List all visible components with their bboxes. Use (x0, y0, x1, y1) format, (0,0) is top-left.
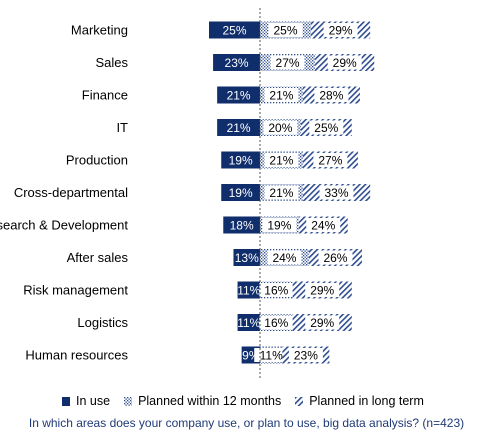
data-label-planned-long-term-human-resources: 23% (294, 349, 318, 363)
data-label-in-use-production: 19% (229, 154, 253, 168)
category-label-sales: Sales (95, 55, 128, 70)
data-label-in-use-search-development: 18% (230, 219, 254, 233)
data-label-bg-planned-12-months-search-development (262, 218, 297, 232)
bar-in-use-after-sales (233, 249, 260, 266)
legend-swatch-planned-long-term (295, 396, 304, 406)
bar-in-use-logistics (237, 314, 260, 331)
legend-item-in-use: In use (62, 394, 110, 408)
data-label-planned-12-months-human-resources: 11% (260, 349, 283, 363)
data-label-bg-planned-long-term-it (309, 120, 344, 135)
category-label-human-resources: Human resources (25, 348, 128, 363)
data-label-planned-long-term-after-sales: 26% (323, 251, 347, 265)
data-label-planned-12-months-sales: 27% (276, 56, 300, 70)
data-label-planned-long-term-search-development: 24% (311, 219, 335, 233)
data-label-bg-planned-long-term-sales (327, 55, 362, 70)
bar-in-use-sales (213, 54, 260, 71)
data-label-planned-long-term-risk-management: 29% (310, 284, 334, 298)
data-label-bg-planned-12-months-logistics (259, 315, 294, 330)
data-label-planned-long-term-logistics: 29% (310, 316, 334, 330)
category-label-it: IT (116, 120, 128, 135)
data-label-bg-planned-12-months-risk-management (259, 283, 294, 297)
data-label-in-use-logistics: 11% (237, 316, 260, 330)
legend-label-planned-12-months: Planned within 12 months (138, 394, 282, 408)
data-label-in-use-marketing: 25% (222, 24, 246, 38)
data-label-planned-long-term-finance: 28% (319, 89, 343, 103)
data-label-in-use-finance: 21% (227, 89, 251, 103)
data-label-planned-long-term-production: 27% (318, 154, 342, 168)
legend-item-planned-12-months: Planned within 12 months (124, 394, 281, 408)
bar-in-use-production (221, 151, 260, 169)
data-label-in-use-cross-departmental: 19% (229, 186, 253, 200)
legend-label-in-use: In use (76, 394, 111, 408)
category-label-cross-departmental: Cross-departmental (14, 185, 128, 200)
data-label-bg-planned-12-months-production (264, 153, 299, 167)
data-label-bg-planned-long-term-search-development (306, 218, 341, 232)
data-label-bg-planned-12-months-finance (264, 88, 299, 102)
data-label-bg-planned-long-term-after-sales (318, 250, 353, 265)
bar-in-use-risk-management (237, 281, 260, 299)
category-label-logistics: Logistics (77, 315, 128, 330)
data-label-bg-planned-long-term-human-resources (288, 348, 323, 362)
bar-in-use-it (217, 119, 260, 136)
data-label-bg-planned-12-months-marketing (268, 23, 303, 37)
legend-item-planned-long-term: Planned in long term (295, 394, 424, 408)
data-label-bg-planned-long-term-marketing (323, 23, 358, 37)
data-label-planned-12-months-cross-departmental: 21% (269, 186, 293, 200)
legend-label-planned-long-term: Planned in long term (309, 394, 424, 408)
bar-in-use-marketing (209, 21, 260, 39)
data-label-planned-12-months-after-sales: 24% (272, 251, 296, 265)
data-label-in-use-risk-management: 11% (237, 284, 260, 298)
chart-legend: In use Planned within 12 months Planned … (62, 392, 493, 410)
data-label-bg-planned-long-term-production (313, 153, 348, 167)
data-label-bg-planned-long-term-risk-management (305, 283, 340, 297)
category-label-finance: Finance (82, 88, 128, 103)
data-label-planned-12-months-marketing: 25% (273, 24, 297, 38)
category-label-after-sales: After sales (67, 250, 129, 265)
data-label-planned-12-months-search-development: 19% (267, 219, 291, 233)
data-label-bg-planned-12-months-after-sales (267, 250, 302, 265)
bar-chart: Marketing 25% 25% 29% Sales 23% 27% 29% Finance 2… (0, 8, 375, 378)
category-label-production: Production (66, 153, 128, 168)
data-label-in-use-it: 21% (227, 121, 251, 135)
data-label-planned-long-term-it: 25% (314, 121, 338, 135)
legend-swatch-in-use (62, 396, 70, 406)
bar-in-use-search-development (223, 216, 260, 234)
data-label-planned-long-term-sales: 29% (333, 56, 357, 70)
data-label-planned-12-months-production: 21% (269, 154, 293, 168)
bar-in-use-finance (217, 86, 260, 104)
data-label-bg-planned-long-term-logistics (305, 315, 340, 330)
bar-in-use-cross-departmental (221, 184, 260, 201)
data-label-planned-long-term-marketing: 29% (329, 24, 353, 38)
category-label-risk-management: Risk management (23, 283, 128, 298)
data-label-planned-12-months-finance: 21% (269, 89, 293, 103)
category-label-marketing: Marketing (71, 23, 128, 38)
category-label-search-development: search & Development (0, 218, 128, 233)
data-label-bg-planned-12-months-it (263, 120, 298, 135)
data-label-planned-long-term-cross-departmental: 33% (324, 186, 348, 200)
data-label-bg-planned-12-months-cross-departmental (264, 185, 299, 200)
data-label-in-use-sales: 23% (225, 56, 249, 70)
data-label-bg-planned-12-months-human-resources (254, 348, 289, 362)
legend-swatch-planned-12-months (124, 396, 133, 406)
data-label-planned-12-months-logistics: 16% (264, 316, 288, 330)
data-label-in-use-after-sales: 13% (235, 251, 259, 265)
data-label-bg-planned-long-term-cross-departmental (319, 185, 354, 200)
data-label-bg-planned-long-term-finance (314, 88, 349, 102)
data-label-planned-12-months-risk-management: 16% (264, 284, 288, 298)
survey-question: In which areas does your company use, or… (28, 416, 465, 430)
data-label-bg-planned-12-months-sales (270, 55, 305, 70)
data-label-planned-12-months-it: 20% (268, 121, 292, 135)
